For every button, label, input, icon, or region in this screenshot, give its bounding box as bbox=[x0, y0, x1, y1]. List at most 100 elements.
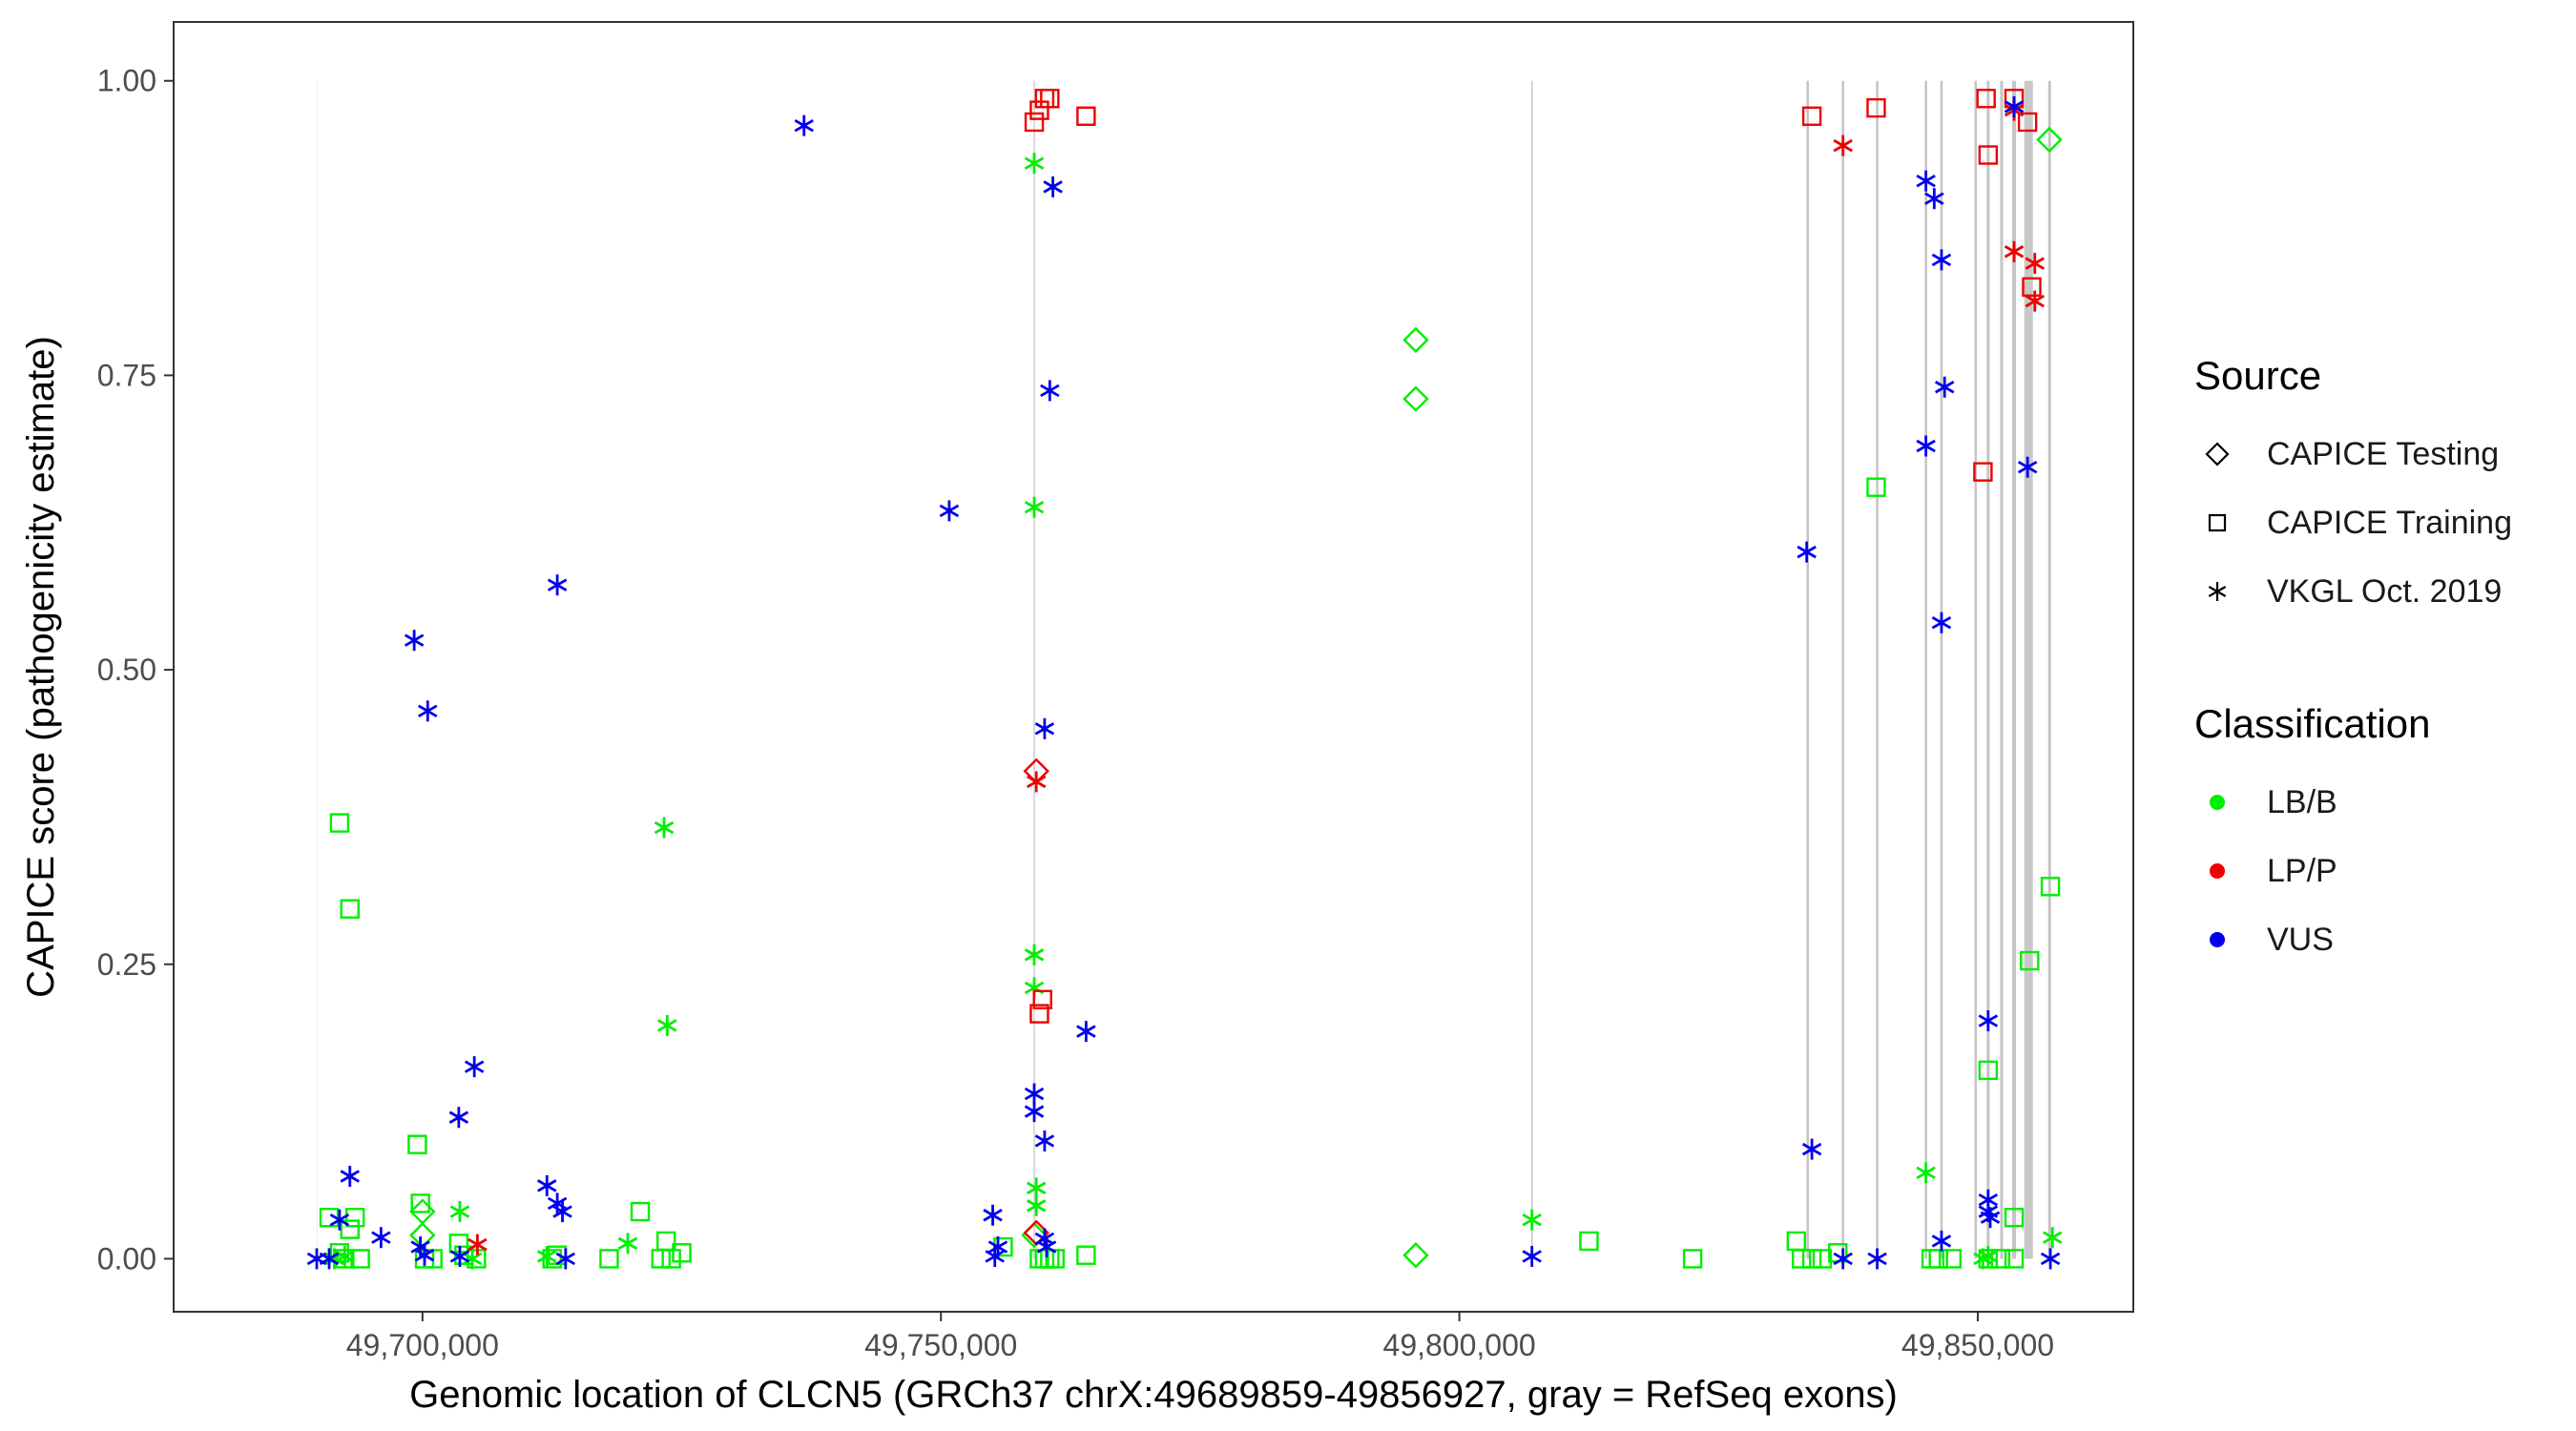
legend-label: LP/P bbox=[2267, 852, 2337, 889]
point-vus-asterisk bbox=[983, 1204, 1003, 1226]
axes: 49,700,000 49,750,000 49,800,000 49,850,000… bbox=[97, 64, 2054, 1362]
point-vus-asterisk bbox=[329, 1209, 350, 1231]
point-lbb-square bbox=[2004, 1249, 2025, 1269]
y-tick-label: 0.75 bbox=[97, 358, 156, 392]
point-lpp-asterisk bbox=[2025, 253, 2045, 275]
point-vus-asterisk bbox=[1036, 1236, 1057, 1258]
point-vus-asterisk bbox=[1522, 1245, 1542, 1267]
point-vus-asterisk bbox=[449, 1245, 470, 1267]
point-lbb-asterisk bbox=[1024, 944, 1045, 965]
point-lbb-square bbox=[630, 1201, 651, 1222]
legend-label: CAPICE Training bbox=[2267, 504, 2512, 541]
point-vus-asterisk bbox=[448, 1107, 469, 1129]
point-lbb-asterisk bbox=[617, 1233, 638, 1255]
point-lpp-asterisk bbox=[2004, 240, 2025, 262]
point-lpp-asterisk bbox=[2025, 290, 2045, 312]
point-vus-asterisk bbox=[404, 630, 425, 652]
point-vus-asterisk bbox=[537, 1174, 557, 1196]
y-axis-label: CAPICE score (pathogenicity estimate) bbox=[20, 336, 62, 998]
dot-icon bbox=[2210, 932, 2225, 947]
point-lbb-square bbox=[340, 899, 360, 919]
point-lbb-square bbox=[651, 1249, 671, 1269]
point-lpp-square bbox=[1801, 106, 1822, 126]
point-lbb-square bbox=[410, 1193, 430, 1213]
point-vus-asterisk bbox=[552, 1201, 572, 1223]
legend-item-capice-testing: CAPICE Testing bbox=[2194, 420, 2512, 488]
point-vus-asterisk bbox=[340, 1166, 360, 1188]
point-vus-asterisk bbox=[939, 500, 960, 522]
point-vus-asterisk bbox=[547, 574, 568, 596]
point-lbb-square bbox=[344, 1208, 365, 1228]
point-vus-asterisk bbox=[1833, 1248, 1853, 1270]
point-vus-asterisk bbox=[1076, 1021, 1096, 1043]
point-vus-asterisk bbox=[464, 1056, 485, 1078]
point-vus-asterisk bbox=[1040, 380, 1060, 402]
legend-item-lpp: LP/P bbox=[2194, 837, 2430, 905]
point-lbb-asterisk bbox=[2043, 1227, 2063, 1249]
y-tick-label: 0.00 bbox=[97, 1241, 156, 1275]
legend-item-vkgl: VKGL Oct. 2019 bbox=[2194, 557, 2512, 626]
point-lbb-diamond bbox=[1402, 326, 1429, 354]
point-lpp-square bbox=[1032, 989, 1052, 1010]
dot-icon bbox=[2210, 863, 2225, 879]
point-vus-asterisk bbox=[1801, 1138, 1822, 1160]
point-vus-asterisk bbox=[2040, 1248, 2061, 1270]
point-lbb-square bbox=[329, 813, 350, 833]
point-lpp-square bbox=[1978, 145, 1999, 165]
x-tick-label: 49,750,000 bbox=[864, 1328, 1017, 1362]
point-lpp-asterisk bbox=[1833, 135, 1853, 156]
point-vus-asterisk bbox=[1924, 188, 1944, 210]
point-lbb-square bbox=[407, 1134, 427, 1154]
point-lbb-diamond bbox=[2036, 126, 2063, 154]
point-lbb-asterisk bbox=[1522, 1209, 1542, 1231]
point-vus-asterisk bbox=[1931, 1230, 1952, 1252]
point-lbb-asterisk bbox=[1916, 1162, 1936, 1184]
point-lpp-square bbox=[1976, 89, 1996, 109]
asterisk-icon bbox=[2208, 582, 2227, 601]
point-lbb-square bbox=[672, 1243, 692, 1263]
point-vus-asterisk bbox=[1797, 541, 1817, 563]
x-tick-label: 49,700,000 bbox=[346, 1328, 499, 1362]
diamond-icon bbox=[2205, 442, 2230, 467]
point-lbb-asterisk bbox=[449, 1201, 470, 1223]
point-lpp-asterisk bbox=[1026, 771, 1047, 793]
point-lbb-square bbox=[1942, 1249, 1963, 1269]
legend-item-lbb: LB/B bbox=[2194, 768, 2430, 837]
point-vus-asterisk bbox=[1024, 1101, 1045, 1123]
point-vus-asterisk bbox=[1916, 435, 1936, 457]
point-lbb-asterisk bbox=[654, 817, 675, 839]
point-lbb-asterisk bbox=[1026, 1177, 1047, 1199]
point-vus-asterisk bbox=[1043, 176, 1063, 197]
point-lbb-asterisk bbox=[1026, 1194, 1047, 1216]
point-lbb-square bbox=[1045, 1249, 1065, 1269]
point-lpp-square bbox=[1024, 112, 1045, 133]
dot-icon bbox=[2210, 795, 2225, 810]
point-lpp-square bbox=[1029, 100, 1049, 120]
x-tick-label: 49,850,000 bbox=[1901, 1328, 2054, 1362]
legend-label: CAPICE Testing bbox=[2267, 435, 2500, 472]
legend-source-title: Source bbox=[2194, 353, 2322, 398]
point-lbb-diamond bbox=[1402, 385, 1429, 412]
legend-classification-title: Classification bbox=[2194, 701, 2431, 746]
exon-lines bbox=[317, 80, 2051, 1259]
point-lbb-asterisk bbox=[657, 1014, 677, 1036]
point-vus-asterisk bbox=[1980, 1207, 2001, 1229]
point-lpp-square bbox=[2017, 112, 2038, 133]
point-lbb-square bbox=[1579, 1231, 1599, 1252]
point-vus-asterisk bbox=[418, 700, 438, 722]
point-lbb-square bbox=[1928, 1249, 1948, 1269]
point-vus-asterisk bbox=[1931, 612, 1952, 633]
point-lbb-asterisk bbox=[335, 1245, 355, 1267]
point-vus-asterisk bbox=[306, 1248, 327, 1270]
point-lbb-square bbox=[1978, 1060, 1999, 1081]
point-lbb-square bbox=[599, 1249, 619, 1269]
legend-label: LB/B bbox=[2267, 783, 2337, 820]
square-icon bbox=[2208, 513, 2227, 532]
point-vus-asterisk bbox=[2017, 456, 2038, 478]
point-lpp-asterisk bbox=[467, 1234, 488, 1255]
point-lpp-square bbox=[1040, 89, 1060, 109]
y-tick-label: 0.25 bbox=[97, 947, 156, 982]
point-lbb-square bbox=[1812, 1249, 1833, 1269]
point-vus-asterisk bbox=[1867, 1248, 1887, 1270]
